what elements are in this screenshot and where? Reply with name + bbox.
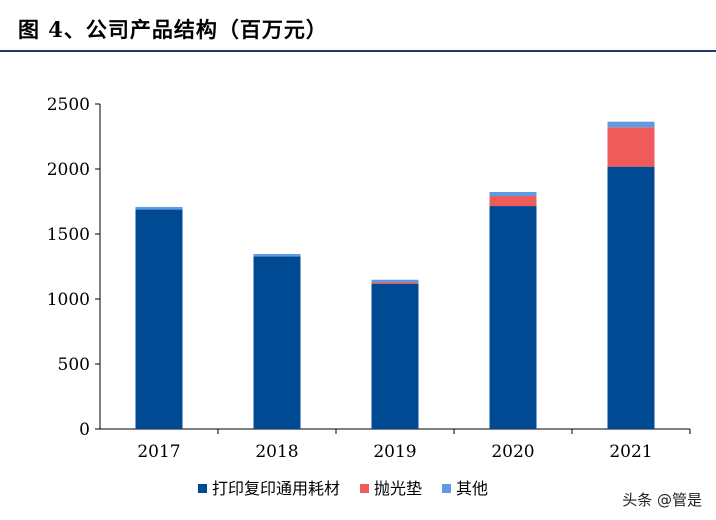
legend-label: 抛光垫 bbox=[374, 479, 422, 498]
bar-segment bbox=[371, 283, 419, 429]
bar-segment bbox=[371, 282, 419, 284]
legend-swatch bbox=[442, 484, 451, 493]
bar-segment bbox=[489, 206, 537, 429]
bar-segment bbox=[135, 209, 183, 429]
legend-swatch bbox=[198, 484, 207, 493]
x-tick-label: 2018 bbox=[255, 442, 298, 462]
y-tick-label: 2500 bbox=[47, 95, 90, 115]
y-tick-label: 0 bbox=[79, 420, 90, 440]
chart-title: 图 4、公司产品结构（百万元） bbox=[18, 17, 328, 42]
x-tick-label: 2017 bbox=[137, 442, 180, 462]
legend-label: 打印复印通用耗材 bbox=[212, 479, 340, 498]
y-tick-label: 1500 bbox=[47, 225, 90, 245]
x-tick-label: 2019 bbox=[373, 442, 416, 462]
bar-segment bbox=[253, 254, 301, 257]
y-tick-label: 1000 bbox=[47, 290, 90, 310]
x-tick-label: 2020 bbox=[491, 442, 534, 462]
bar-segment bbox=[607, 121, 655, 128]
bar-segment bbox=[253, 256, 301, 429]
bar-segment bbox=[489, 196, 537, 207]
legend-label: 其他 bbox=[456, 479, 488, 498]
watermark: 头条 @管是 bbox=[622, 491, 702, 509]
y-tick-label: 500 bbox=[58, 355, 90, 375]
bar-segment bbox=[489, 192, 537, 197]
y-tick-label: 2000 bbox=[47, 160, 90, 180]
bar-segment bbox=[607, 166, 655, 429]
legend-swatch bbox=[360, 484, 369, 493]
bar-segment bbox=[135, 206, 183, 210]
bar-segment bbox=[607, 127, 655, 167]
title-divider bbox=[0, 50, 716, 52]
bar-segment bbox=[371, 279, 419, 283]
x-tick-label: 2021 bbox=[609, 442, 652, 462]
